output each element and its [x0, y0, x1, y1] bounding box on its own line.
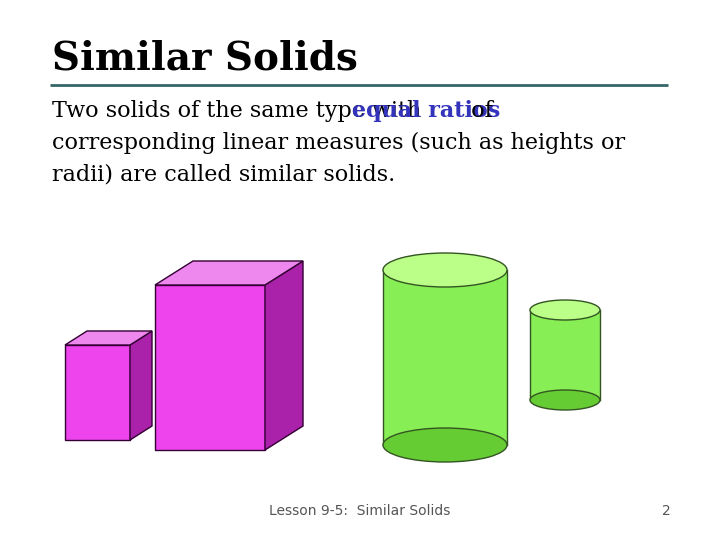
Ellipse shape	[530, 390, 600, 410]
Polygon shape	[155, 261, 303, 285]
Text: Similar Solids: Similar Solids	[52, 40, 358, 78]
Polygon shape	[155, 285, 265, 450]
Ellipse shape	[530, 300, 600, 320]
Polygon shape	[530, 310, 600, 400]
Polygon shape	[130, 331, 152, 440]
Text: corresponding linear measures (such as heights or: corresponding linear measures (such as h…	[52, 132, 625, 154]
Text: equal ratios: equal ratios	[352, 100, 500, 122]
Ellipse shape	[383, 428, 507, 462]
Text: 2: 2	[662, 504, 671, 518]
Text: Lesson 9-5:  Similar Solids: Lesson 9-5: Similar Solids	[269, 504, 451, 518]
Polygon shape	[383, 270, 507, 445]
Text: radii) are called similar solids.: radii) are called similar solids.	[52, 164, 395, 186]
Polygon shape	[265, 261, 303, 450]
Ellipse shape	[383, 253, 507, 287]
Text: Two solids of the same type with: Two solids of the same type with	[52, 100, 428, 122]
Text: of: of	[464, 100, 492, 122]
Polygon shape	[65, 331, 152, 345]
Polygon shape	[65, 345, 130, 440]
